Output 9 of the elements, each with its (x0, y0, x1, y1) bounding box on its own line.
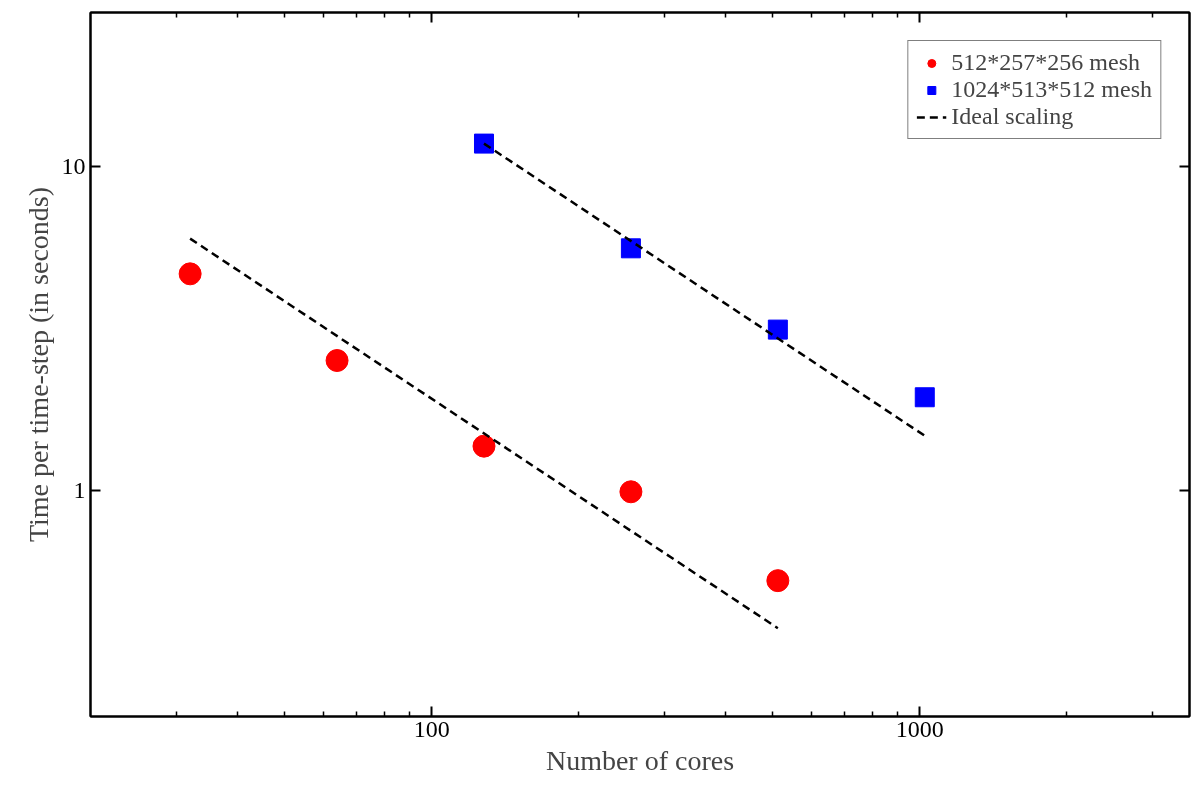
y-tick-label: 10 (61, 153, 86, 180)
y-tick-label: 1 (73, 476, 86, 503)
legend-label: Ideal scaling (951, 103, 1074, 130)
x-axis-title: Number of cores (545, 744, 735, 776)
legend-label: 512*257*256 mesh (951, 49, 1140, 76)
legend-label: 1024*513*512 mesh (951, 76, 1152, 103)
x-tick-label: 1000 (895, 715, 944, 742)
y-axis-title: Time per time-step (in seconds) (22, 186, 54, 543)
x-tick-label: 100 (413, 715, 450, 742)
